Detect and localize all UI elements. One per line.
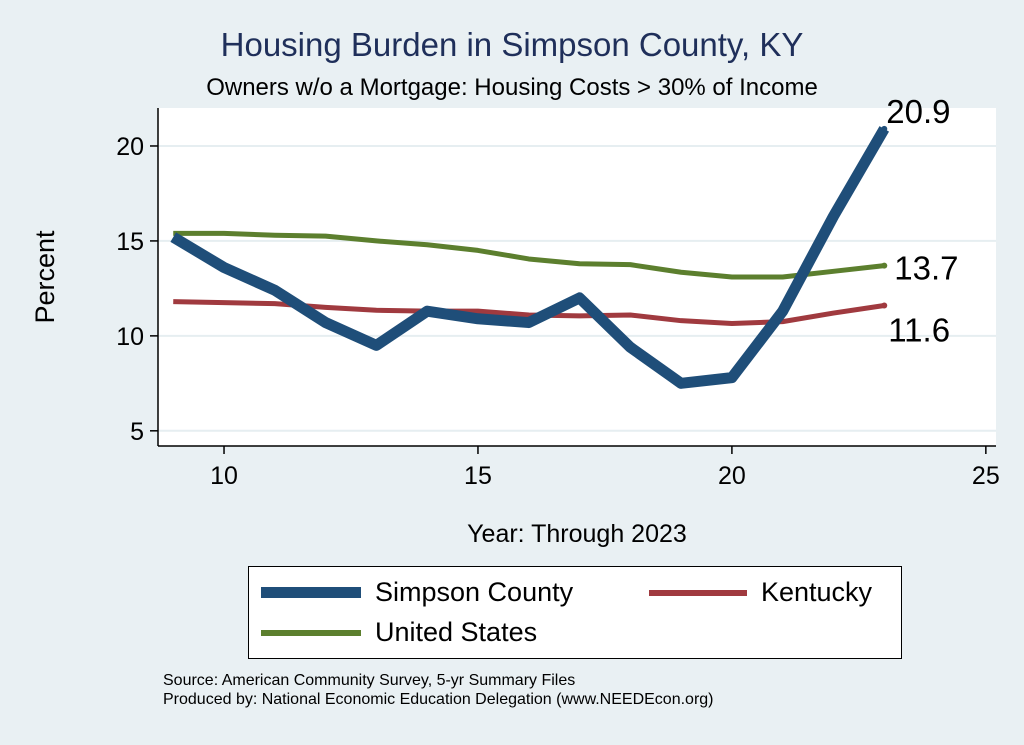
legend-label-simpson: Simpson County xyxy=(375,577,574,607)
legend-swatch-simpson xyxy=(261,587,361,598)
source-line: Source: American Community Survey, 5-yr … xyxy=(163,672,576,689)
series-line-simpson-county xyxy=(170,126,890,389)
end-label-simpson-county: 20.9 xyxy=(886,93,950,130)
legend-item-simpson: Simpson County xyxy=(261,577,573,608)
chart-title: Housing Burden in Simpson County, KY xyxy=(220,26,804,63)
legend-swatch-kentucky xyxy=(649,589,747,596)
legend: Simpson County Kentucky United States xyxy=(248,566,902,659)
legend-label-kentucky: Kentucky xyxy=(761,577,873,607)
plot-area xyxy=(158,108,996,446)
y-axis-label: Percent xyxy=(30,230,60,324)
end-marker-simpson-county xyxy=(881,125,888,132)
legend-item-united-states: United States xyxy=(261,617,537,648)
end-label-kentucky: 11.6 xyxy=(888,311,950,348)
end-marker-kentucky xyxy=(881,302,888,309)
end-marker-united-states xyxy=(881,262,888,269)
chart-subtitle: Owners w/o a Mortgage: Housing Costs > 3… xyxy=(206,74,818,101)
y-tick-label: 5 xyxy=(130,418,144,446)
y-tick-label: 20 xyxy=(116,133,144,161)
x-axis-label: Year: Through 2023 xyxy=(467,520,687,548)
y-tick-label: 15 xyxy=(116,228,144,256)
x-tick-label: 10 xyxy=(210,462,238,490)
legend-label-united-states: United States xyxy=(375,617,538,647)
x-tick-label: 25 xyxy=(972,462,1000,490)
producer-line: Produced by: National Economic Education… xyxy=(163,691,714,708)
legend-swatch-united-states xyxy=(261,629,361,636)
legend-item-kentucky: Kentucky xyxy=(649,577,872,608)
end-label-united-states: 13.7 xyxy=(894,250,958,287)
source-note: Source: American Community Survey, 5-yr … xyxy=(163,671,714,709)
x-tick-label: 15 xyxy=(464,462,492,490)
x-tick-label: 20 xyxy=(718,462,746,490)
y-tick-label: 10 xyxy=(116,323,144,351)
series-line-united-states xyxy=(173,230,885,280)
